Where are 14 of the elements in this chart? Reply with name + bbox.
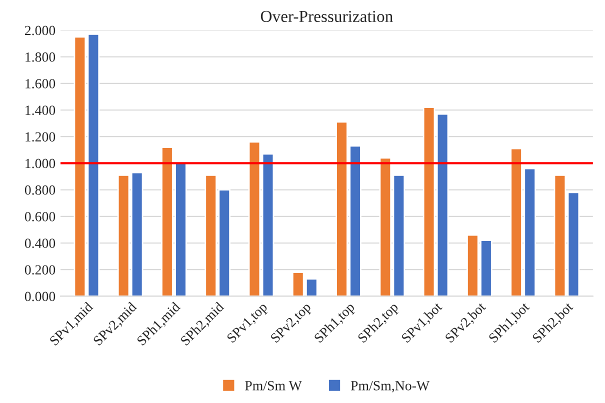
y-tick-label: 0.600 (24, 212, 56, 222)
y-tick-label: 2.000 (25, 26, 56, 36)
y-tick-label: 0.200 (24, 265, 56, 275)
y-tick-label: 0.800 (24, 185, 56, 195)
y-tick-label: 0.000 (24, 292, 56, 302)
legend-label: Pm/Sm W (245, 381, 302, 390)
y-tick-label: 1.200 (26, 132, 56, 142)
y-tick-label: 1.400 (26, 106, 56, 116)
legend-label: Pm/Sm,No-W (350, 381, 430, 392)
y-tick-label: 0.400 (24, 238, 56, 248)
chart-title: Over-Pressurization (260, 10, 393, 22)
y-tick-label: 1.600 (26, 79, 56, 88)
y-tick-label: 1.800 (26, 52, 56, 62)
y-tick-label: 1.000 (26, 158, 56, 168)
